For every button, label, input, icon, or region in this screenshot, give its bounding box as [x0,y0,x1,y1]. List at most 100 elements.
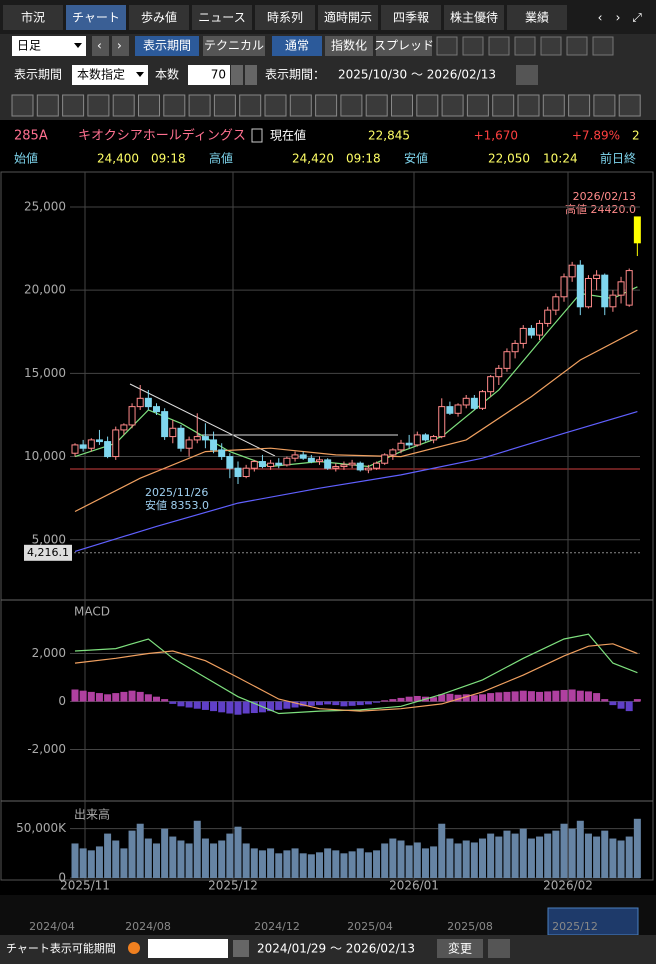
macd-bar [136,691,144,702]
volume-bar [144,838,152,878]
moving-average [74,411,638,552]
draw-tool[interactable] [188,94,211,117]
draw-tool[interactable] [340,94,363,117]
tool-icon[interactable] [488,36,510,56]
tab-control[interactable]: › [616,11,621,25]
y-tick-label: 50,000K [16,821,67,835]
button[interactable] [376,36,432,56]
tool-icon[interactable] [566,36,588,56]
candle-body [544,309,552,324]
warning-icon [128,942,140,954]
candle-body [470,397,478,409]
reset-button[interactable] [488,939,510,958]
panel-title: 出来高 [74,807,110,822]
tab-label: ニュース [198,11,245,25]
draw-tool[interactable] [315,94,338,117]
x-tick-label: 2025/12 [208,879,258,893]
tool-icon[interactable] [540,36,562,56]
draw-tool[interactable] [618,94,641,117]
draw-tool[interactable] [163,94,186,117]
tab[interactable] [192,5,252,30]
volume-bar [169,836,177,878]
tab[interactable] [66,5,126,30]
tab[interactable] [318,5,378,30]
candle-body [397,442,405,451]
draw-tool[interactable] [213,94,236,117]
macd-bar [185,701,193,708]
tab[interactable] [3,5,63,30]
mode-select[interactable] [72,65,148,85]
macd-bar [210,701,218,712]
candle-body [495,367,503,378]
spin-down[interactable] [231,65,243,85]
draw-tool[interactable] [542,94,565,117]
date-input[interactable] [148,939,228,958]
volume-bar [438,823,446,878]
button[interactable] [272,36,322,56]
candle-body [340,464,348,468]
next-button[interactable] [112,36,129,56]
change: +1,670 [474,129,518,143]
period-select[interactable] [12,36,86,56]
candle-body [144,397,152,408]
tab[interactable] [255,5,315,30]
tab[interactable] [381,5,441,30]
memo-icon[interactable] [251,128,263,143]
macd-bar [316,701,323,706]
draw-tool[interactable] [11,94,34,117]
y-tick-label: 20,000 [24,283,66,297]
draw-tool[interactable] [441,94,464,117]
macd-bar [177,701,185,707]
draw-tool[interactable] [466,94,489,117]
macd-bar [495,692,503,702]
draw-tool[interactable] [264,94,287,117]
draw-tool[interactable] [517,94,540,117]
draw-tool[interactable] [568,94,591,117]
button[interactable] [325,36,373,56]
candle-body [201,436,209,441]
navigator-window[interactable] [547,907,639,936]
change-button[interactable] [437,939,483,958]
tab[interactable] [444,5,504,30]
candle-body [413,434,421,446]
candle-body [177,427,185,449]
candle-body [218,449,226,458]
tool-icon[interactable] [436,36,458,56]
macd-bar [193,701,201,709]
calendar-button[interactable] [233,940,249,957]
prev-button[interactable] [92,36,109,56]
draw-tool[interactable] [62,94,85,117]
draw-tool[interactable] [593,94,616,117]
draw-tool[interactable] [391,94,413,117]
tool-icon[interactable] [462,36,484,56]
reset-button[interactable] [516,65,538,85]
candle-body [576,264,584,308]
tool-icon[interactable] [514,36,536,56]
tab-control[interactable]: ‹ [598,11,603,25]
tool-icon[interactable] [592,36,614,56]
next-icon: › [117,39,122,53]
tab-control[interactable]: ⤢ [631,11,642,25]
button[interactable] [203,36,265,56]
candle-body [258,461,266,468]
draw-tool[interactable] [492,94,515,117]
draw-tool[interactable] [239,94,262,117]
candle-body [307,457,315,463]
button[interactable] [135,36,199,56]
draw-tool[interactable] [112,94,135,117]
draw-tool[interactable] [138,94,160,117]
panel-title: MACD [74,605,110,619]
candle-body [454,404,462,414]
tab[interactable] [507,5,567,30]
draw-tool[interactable] [365,94,388,117]
tab[interactable] [129,5,189,30]
draw-tool[interactable] [87,94,110,117]
volume-bar [487,833,495,878]
count-input[interactable] [188,65,230,85]
draw-tool[interactable] [289,94,312,117]
macd-bar [462,694,470,702]
candle-body [364,467,372,471]
draw-tool[interactable] [36,94,59,117]
draw-tool[interactable] [416,94,439,117]
spin-up[interactable] [245,65,257,85]
